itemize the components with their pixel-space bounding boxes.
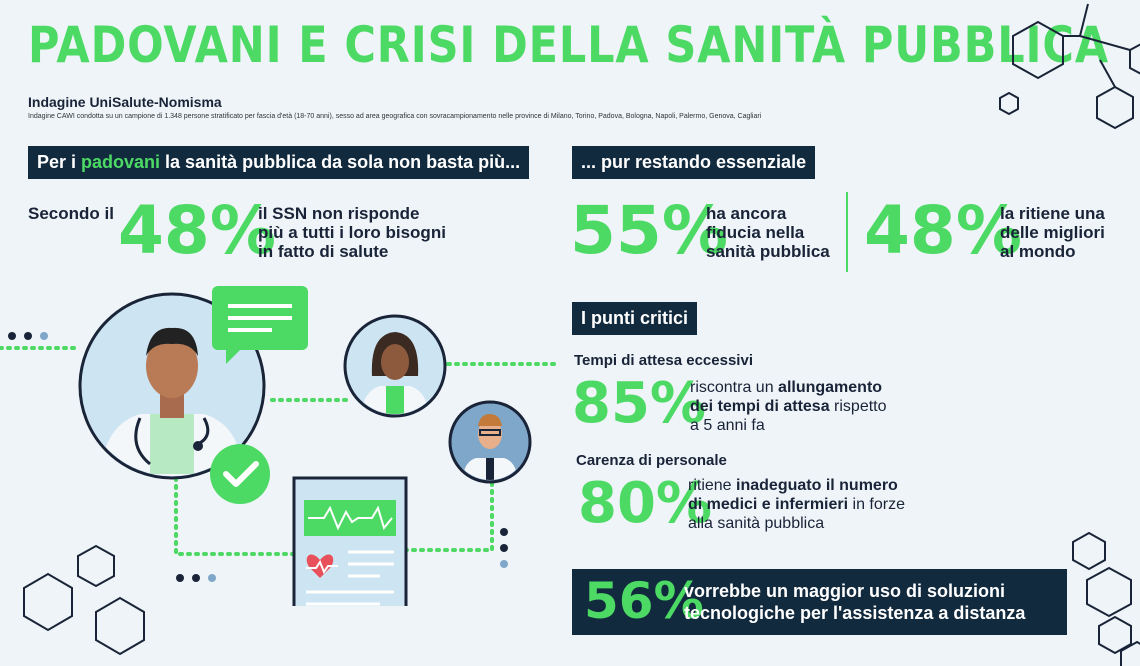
hexagon-decoration-top-right xyxy=(999,3,1140,130)
hexagon-decoration-bottom-right xyxy=(1072,531,1140,666)
critical-heading-staff: Carenza di personale xyxy=(576,452,727,469)
left-banner: Per i padovani la sanità pubblica da sol… xyxy=(28,146,530,179)
left-stat-line-1: il SSN non risponde xyxy=(258,204,420,223)
bottom-stat-line-1: vorrebbe un maggior uso di soluzioni xyxy=(684,581,1006,601)
right-banner: ... pur restando essenziale xyxy=(572,146,816,179)
stat-best-text: la ritiene una delle migliori al mondo xyxy=(1000,204,1105,261)
left-stat-line-3: in fatto di salute xyxy=(258,242,389,261)
text-segment: in forze xyxy=(848,496,905,513)
critical-waiting-value: 85% xyxy=(572,371,707,436)
bottom-stat-text: vorrebbe un maggior uso di soluzioni tec… xyxy=(684,580,1025,624)
stat-best-line-2: delle migliori xyxy=(1000,223,1105,242)
lead-text: Secondo il xyxy=(28,204,114,223)
critical-staff-value: 80% xyxy=(578,471,713,536)
divider-line xyxy=(846,192,848,272)
stat-trust-text: ha ancora fiducia nella sanità pubblica xyxy=(706,204,830,261)
stat-trust-line-2: fiducia nella xyxy=(706,223,805,242)
critical-staff-text: ritiene inadeguato il numero di medici e… xyxy=(688,476,905,533)
text-bold-segment: dei tempi di attesa xyxy=(690,398,830,415)
left-stat-value: 48% xyxy=(118,192,276,269)
bottom-stat-line-2: tecnologiche per l'assistenza a distanza xyxy=(684,603,1026,623)
stat-trust-line-3: sanità pubblica xyxy=(706,242,830,261)
banner-highlight: padovani xyxy=(81,152,161,172)
navy-dot xyxy=(24,332,32,340)
text-segment: riscontra un xyxy=(690,379,779,396)
text-segment: a 5 anni fa xyxy=(690,417,765,434)
hexagon-decoration-bottom-left xyxy=(23,544,145,656)
check-icon xyxy=(210,444,270,504)
page-title: PADOVANI E CRISI DELLA SANITÀ PUBBLICA xyxy=(28,16,1109,74)
banner-text-post: la sanità pubblica da sola non basta più… xyxy=(160,152,521,172)
survey-name: Indagine UniSalute-Nomisma xyxy=(28,94,222,110)
text-segment: rispetto xyxy=(829,398,887,415)
healthcare-illustration xyxy=(0,286,560,606)
bottom-stat-value: 56% xyxy=(584,572,704,630)
heart-icon xyxy=(306,554,334,578)
survey-description: Indagine CAWI condotta su un campione di… xyxy=(28,113,762,120)
stat-trust-line-1: ha ancora xyxy=(706,204,787,223)
stat-best-line-1: la ritiene una xyxy=(1000,204,1105,223)
bottom-highlight-bar xyxy=(572,569,1067,635)
navy-dot xyxy=(8,332,16,340)
navy-dot xyxy=(192,574,200,582)
text-bold-segment: allungamento xyxy=(778,379,883,396)
left-stat-text: il SSN non risponde più a tutti i loro b… xyxy=(258,204,446,261)
medical-report xyxy=(292,476,408,606)
stat-trust-value: 55% xyxy=(570,192,728,269)
text-bold-segment: di medici e infermieri xyxy=(688,496,849,513)
text-bold-segment: inadeguato il numero xyxy=(736,477,898,494)
text-segment: ritiene xyxy=(688,477,737,494)
critical-heading-waiting: Tempi di attesa eccessivi xyxy=(574,352,753,369)
navy-dot xyxy=(176,574,184,582)
navy-dot xyxy=(500,544,508,552)
left-stat-line-2: più a tutti i loro bisogni xyxy=(258,223,446,242)
text-segment: alla sanità pubblica xyxy=(688,515,825,532)
banner-text-pre: Per i xyxy=(37,152,82,172)
navy-dot xyxy=(500,528,508,536)
critical-waiting-text: riscontra un allungamento dei tempi di a… xyxy=(690,378,887,435)
stat-best-value: 48% xyxy=(864,192,1022,269)
critical-banner: I punti critici xyxy=(572,302,698,335)
stat-best-line-3: al mondo xyxy=(1000,242,1076,261)
